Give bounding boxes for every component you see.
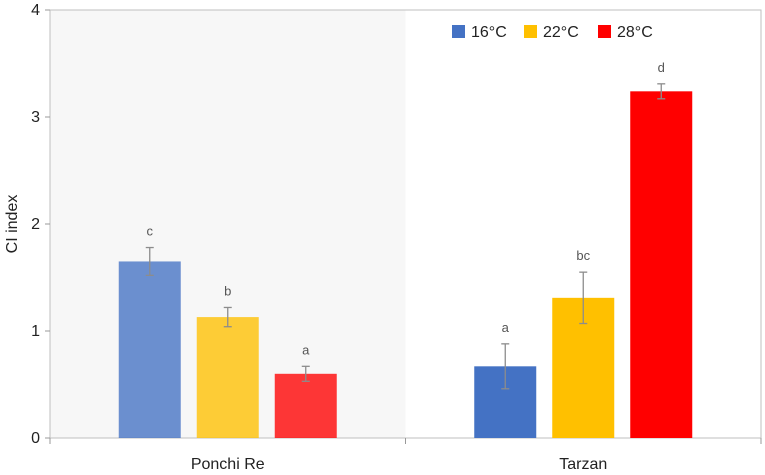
y-tick-label: 0 — [31, 430, 40, 447]
bar-ponchi-re-series-1 — [196, 317, 259, 438]
significance-label: a — [502, 320, 510, 335]
bars — [118, 83, 693, 438]
legend-swatch — [598, 25, 611, 38]
legend-label: 28°C — [617, 24, 653, 41]
significance-label: a — [302, 342, 310, 357]
legend-label: 22°C — [543, 24, 579, 41]
axes — [45, 9, 762, 444]
y-tick-label: 1 — [31, 323, 40, 340]
y-tick-label: 2 — [31, 216, 40, 233]
labels: 0 1 2 3 4 CI index c b a Ponchi Re a bc d Tarzan — [4, 2, 665, 473]
category-label: Ponchi Re — [191, 456, 265, 473]
bar-ponchi-re-series-0 — [118, 261, 181, 438]
significance-label: b — [224, 283, 231, 298]
legend: 16°C 22°C 28°C — [452, 24, 653, 41]
category-label: Tarzan — [559, 456, 607, 473]
bar-tarzan-series-2 — [630, 91, 693, 438]
y-axis-title: CI index — [4, 195, 21, 254]
significance-label: d — [658, 60, 665, 75]
significance-label: c — [147, 224, 154, 239]
legend-swatch — [452, 25, 465, 38]
y-tick-label: 4 — [31, 2, 40, 19]
legend-swatch — [524, 25, 537, 38]
legend-label: 16°C — [471, 24, 507, 41]
significance-label: bc — [576, 248, 590, 263]
bar-ponchi-re-series-2 — [274, 373, 337, 438]
y-tick-label: 3 — [31, 109, 40, 126]
